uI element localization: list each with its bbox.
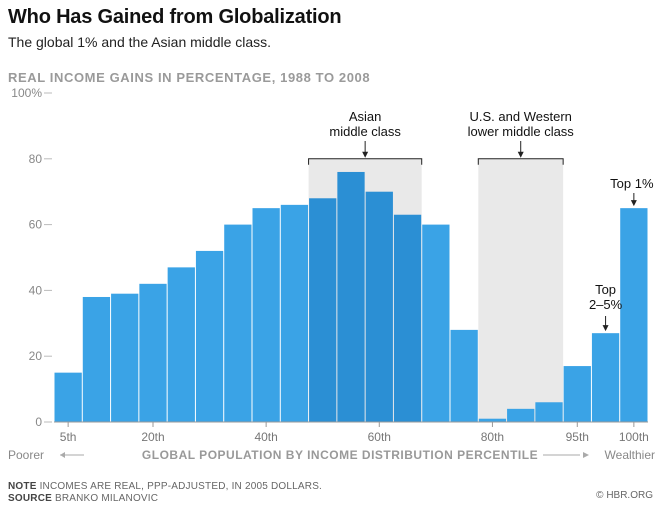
bar bbox=[620, 208, 648, 422]
top-1-percent-text: Top 1% bbox=[610, 176, 654, 191]
top-1-percent-arrow-head bbox=[630, 200, 637, 207]
x-tick-label: 40th bbox=[254, 430, 277, 444]
note-line: NOTE INCOMES ARE REAL, PPP-ADJUSTED, IN … bbox=[8, 481, 322, 492]
chart-title: Who Has Gained from Globalization bbox=[8, 6, 342, 28]
bar bbox=[82, 296, 111, 422]
bar bbox=[422, 224, 450, 422]
y-tick-label: 80 bbox=[29, 152, 43, 166]
x-tick-label: 80th bbox=[481, 430, 504, 444]
x-tick-label: 95th bbox=[566, 430, 589, 444]
left-arrow-head bbox=[60, 452, 65, 458]
highlight-band bbox=[478, 158, 564, 423]
x-axis-label: GLOBAL POPULATION BY INCOME DISTRIBUTION… bbox=[142, 448, 538, 462]
bar bbox=[54, 372, 82, 422]
bar bbox=[591, 333, 620, 422]
note-label: NOTE bbox=[8, 481, 37, 492]
bar bbox=[365, 191, 393, 422]
right-arrow-head bbox=[583, 452, 589, 458]
asian-middle-class-text: middle class bbox=[329, 124, 401, 139]
bar bbox=[139, 283, 167, 422]
bar bbox=[252, 208, 280, 422]
top-2-5-percent-arrow-head bbox=[602, 325, 609, 332]
y-tick-label: 20 bbox=[29, 349, 43, 363]
y-axis-label: REAL INCOME GAINS IN PERCENTAGE, 1988 TO… bbox=[8, 70, 371, 85]
bar bbox=[507, 408, 535, 422]
us-western-lower-middle-class-text: U.S. and Western bbox=[470, 109, 572, 124]
bar bbox=[393, 214, 422, 422]
x-tick-label: 5th bbox=[60, 430, 77, 444]
credit-text: © HBR.ORG bbox=[596, 490, 653, 501]
us-western-lower-middle-class-arrow-head bbox=[517, 151, 524, 158]
x-tick-label: 100th bbox=[619, 430, 649, 444]
bar bbox=[478, 418, 507, 422]
source-text: BRANKO MILANOVIC bbox=[54, 493, 159, 504]
source-line: SOURCE BRANKO MILANOVIC bbox=[8, 493, 158, 504]
chart-subtitle: The global 1% and the Asian middle class… bbox=[8, 34, 272, 50]
bar bbox=[450, 329, 478, 422]
bar bbox=[111, 293, 139, 422]
source-label: SOURCE bbox=[8, 493, 52, 504]
y-tick-label: 100% bbox=[11, 86, 42, 100]
bar bbox=[309, 198, 337, 422]
bar bbox=[563, 366, 591, 422]
top-2-5-percent-text: Top bbox=[595, 282, 616, 297]
bar bbox=[337, 171, 365, 422]
y-tick-label: 60 bbox=[29, 218, 43, 232]
asian-middle-class-bracket bbox=[308, 158, 423, 165]
asian-middle-class-text: Asian bbox=[349, 109, 382, 124]
bar bbox=[280, 204, 309, 422]
bar bbox=[535, 402, 563, 422]
x-tick-label: 60th bbox=[368, 430, 391, 444]
bar bbox=[224, 224, 252, 422]
x-left-label: Poorer bbox=[8, 448, 44, 462]
bar bbox=[167, 267, 195, 422]
bar bbox=[195, 250, 224, 422]
top-2-5-percent-text: 2–5% bbox=[589, 297, 623, 312]
y-tick-label: 0 bbox=[35, 415, 42, 429]
x-tick-label: 20th bbox=[141, 430, 164, 444]
us-western-lower-middle-class-text: lower middle class bbox=[468, 124, 575, 139]
y-tick-label: 40 bbox=[29, 283, 43, 297]
x-right-label: Wealthier bbox=[605, 448, 655, 462]
note-text: INCOMES ARE REAL, PPP-ADJUSTED, IN 2005 … bbox=[39, 481, 323, 492]
asian-middle-class-arrow-head bbox=[362, 151, 369, 158]
us-western-lower-middle-class-bracket bbox=[477, 158, 564, 165]
